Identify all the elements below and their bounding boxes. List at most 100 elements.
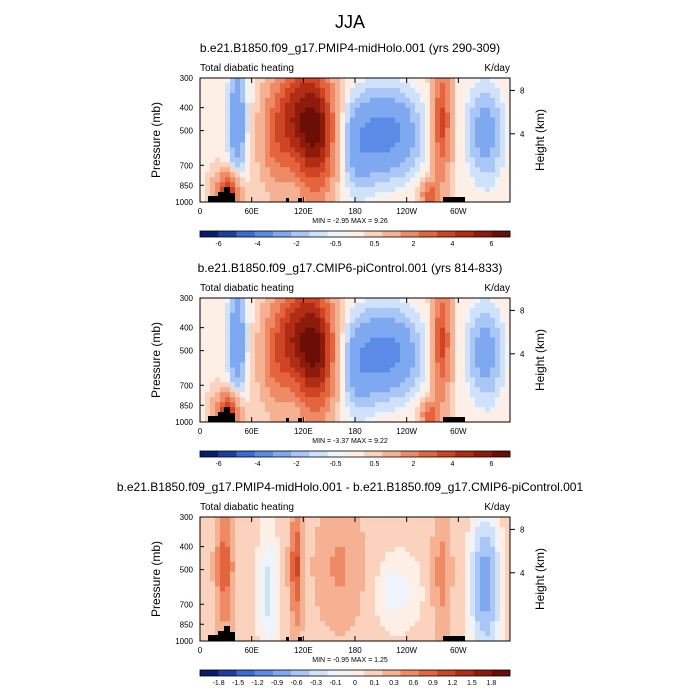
heatmap-cell — [300, 182, 306, 188]
heatmap-cell — [455, 372, 461, 378]
heatmap-cell — [290, 117, 296, 124]
heatmap-cell — [315, 382, 321, 388]
heatmap-cell — [280, 327, 286, 334]
heatmap-cell — [475, 78, 481, 84]
heatmap-cell — [255, 626, 261, 632]
heatmap-cell — [410, 92, 416, 99]
heatmap-cell — [505, 626, 511, 632]
heatmap-cell — [270, 626, 276, 632]
heatmap-cell — [280, 127, 286, 133]
heatmap-cell — [425, 571, 431, 577]
heatmap-cell — [300, 412, 306, 418]
heatmap-cell — [490, 546, 496, 553]
heatmap-cell — [305, 611, 311, 617]
heatmap-cell — [330, 517, 336, 523]
heatmap-cell — [320, 377, 326, 383]
heatmap-cell — [505, 162, 511, 168]
heatmap-cell — [275, 132, 281, 138]
height-tick-label: 8 — [520, 86, 525, 95]
heatmap-cell — [245, 521, 251, 528]
heatmap-cell — [205, 611, 211, 617]
heatmap-cell — [435, 601, 441, 607]
x-tick-label: 60W — [450, 427, 467, 436]
heatmap-cell — [430, 107, 436, 114]
heatmap-cell — [350, 382, 356, 388]
heatmap-cell — [475, 581, 481, 587]
heatmap-cell — [245, 546, 251, 553]
heatmap-cell — [295, 162, 301, 168]
heatmap-cell — [220, 521, 226, 528]
heatmap-cell — [200, 397, 206, 403]
heatmap-cell — [200, 526, 206, 533]
colorbar-swatch — [382, 451, 401, 457]
heatmap-cell — [425, 82, 431, 89]
heatmap-cell — [330, 122, 336, 128]
heatmap-cell — [315, 347, 321, 353]
heatmap-cell — [405, 571, 411, 577]
heatmap-cell — [365, 312, 371, 319]
heatmap-cell — [410, 412, 416, 418]
heatmap-cell — [270, 127, 276, 133]
heatmap-cell — [490, 526, 496, 533]
heatmap-cell — [475, 112, 481, 119]
heatmap-cell — [500, 397, 506, 403]
heatmap-cell — [460, 536, 466, 543]
heatmap-cell — [335, 417, 341, 423]
heatmap-cell — [395, 561, 401, 567]
heatmap-cell — [440, 606, 446, 612]
heatmap-cell — [200, 172, 206, 178]
heatmap-cell — [425, 367, 431, 373]
heatmap-cell — [415, 591, 421, 597]
heatmap-cell — [410, 312, 416, 319]
heatmap-cell — [450, 546, 456, 553]
heatmap-cell — [290, 412, 296, 418]
heatmap-cell — [260, 197, 266, 203]
heatmap-cell — [300, 78, 306, 84]
heatmap-cell — [460, 631, 466, 637]
heatmap-cell — [460, 581, 466, 587]
colorbar-swatch — [327, 670, 347, 676]
heatmap-cell — [320, 382, 326, 388]
heatmap-cell — [480, 536, 486, 543]
heatmap-cell — [355, 556, 361, 563]
heatmap-cell — [265, 402, 271, 408]
heatmap-cell — [350, 551, 356, 558]
heatmap-cell — [345, 372, 351, 378]
heatmap-cell — [475, 137, 481, 143]
heatmap-cell — [370, 87, 376, 94]
heatmap-cell — [315, 591, 321, 597]
heatmap-cell — [405, 412, 411, 418]
heatmap-cell — [435, 122, 441, 128]
heatmap-cell — [315, 561, 321, 567]
heatmap-cell — [335, 367, 341, 373]
heatmap-cell — [225, 526, 231, 533]
heatmap-cell — [285, 561, 291, 567]
heatmap-cell — [415, 332, 421, 339]
heatmap-cell — [485, 531, 491, 538]
heatmap-cell — [200, 167, 206, 173]
heatmap-cell — [245, 616, 251, 622]
heatmap-cell — [350, 377, 356, 383]
heatmap-cell — [370, 566, 376, 572]
heatmap-cell — [495, 601, 501, 607]
heatmap-cell — [500, 541, 506, 548]
heatmap-cell — [200, 596, 206, 602]
heatmap-cell — [355, 531, 361, 538]
heatmap-cell — [370, 192, 376, 198]
heatmap-cell — [435, 387, 441, 393]
heatmap-cell — [295, 571, 301, 577]
heatmap-cell — [305, 566, 311, 572]
heatmap-cell — [340, 312, 346, 319]
heatmap-cell — [330, 342, 336, 348]
heatmap-cell — [265, 177, 271, 183]
heatmap-cell — [380, 172, 386, 178]
heatmap-cell — [305, 372, 311, 378]
heatmap-cell — [310, 412, 316, 418]
heatmap-cell — [505, 142, 511, 148]
heatmap-cell — [275, 571, 281, 577]
heatmap-cell — [210, 581, 216, 587]
heatmap-cell — [300, 407, 306, 413]
heatmap-cell — [215, 626, 221, 632]
heatmap-cell — [490, 581, 496, 587]
heatmap-cell — [220, 298, 226, 304]
